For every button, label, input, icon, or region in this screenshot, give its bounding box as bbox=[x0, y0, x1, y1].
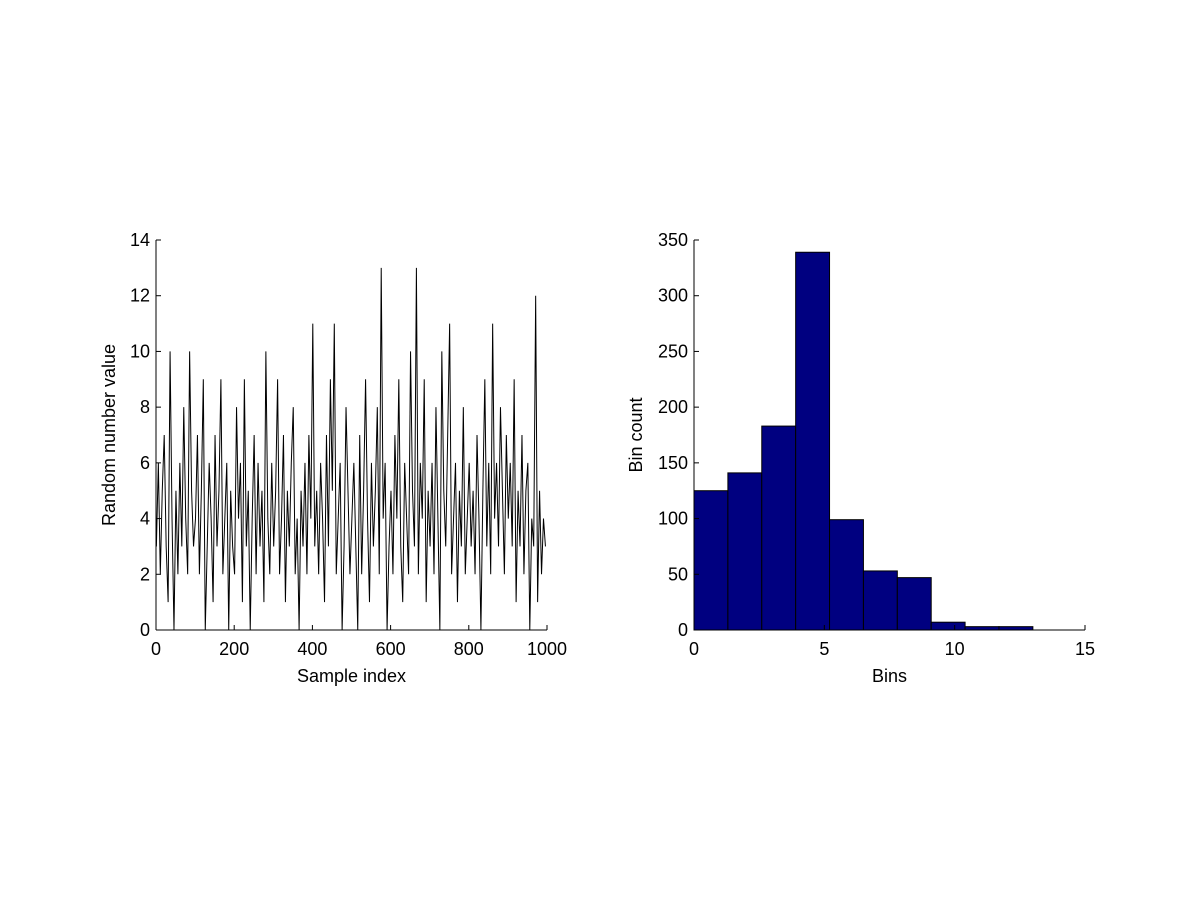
y-tick-label: 150 bbox=[658, 453, 688, 473]
x-tick-label: 800 bbox=[454, 639, 484, 659]
y-tick-label: 300 bbox=[658, 286, 688, 306]
y-axis-label: Bin count bbox=[626, 397, 646, 472]
y-tick-label: 250 bbox=[658, 341, 688, 361]
y-tick-label: 0 bbox=[140, 620, 150, 640]
y-tick-label: 350 bbox=[658, 230, 688, 250]
y-tick-label: 10 bbox=[130, 341, 150, 361]
x-tick-label: 0 bbox=[151, 639, 161, 659]
y-tick-label: 0 bbox=[678, 620, 688, 640]
x-tick-label: 5 bbox=[819, 639, 829, 659]
histogram-bar bbox=[761, 425, 797, 631]
y-tick-label: 100 bbox=[658, 509, 688, 529]
data-line bbox=[155, 267, 546, 631]
histogram-bar bbox=[862, 570, 898, 631]
x-tick-label: 400 bbox=[297, 639, 327, 659]
y-tick-label: 50 bbox=[668, 564, 688, 584]
y-tick-label: 8 bbox=[140, 397, 150, 417]
histogram-bar bbox=[896, 577, 932, 631]
y-tick-label: 4 bbox=[140, 509, 150, 529]
y-axis-label: Random number value bbox=[99, 344, 119, 526]
x-tick-label: 600 bbox=[376, 639, 406, 659]
histogram-bar bbox=[829, 519, 864, 631]
y-tick-label: 2 bbox=[140, 564, 150, 584]
x-tick-label: 1000 bbox=[527, 639, 567, 659]
x-axis-label: Bins bbox=[872, 666, 907, 686]
histogram-bar bbox=[930, 621, 966, 631]
y-tick-label: 14 bbox=[130, 230, 150, 250]
histogram-bar bbox=[693, 490, 729, 631]
histogram-bar bbox=[727, 472, 763, 631]
x-axis-label: Sample index bbox=[297, 666, 406, 686]
x-tick-label: 10 bbox=[945, 639, 965, 659]
x-tick-label: 200 bbox=[219, 639, 249, 659]
y-tick-label: 6 bbox=[140, 453, 150, 473]
histogram-bar bbox=[998, 626, 1034, 631]
x-tick-label: 0 bbox=[689, 639, 699, 659]
x-tick-label: 15 bbox=[1075, 639, 1095, 659]
y-tick-label: 12 bbox=[130, 286, 150, 306]
y-tick-label: 200 bbox=[658, 397, 688, 417]
histogram-bar bbox=[964, 626, 1000, 631]
histogram-bar bbox=[795, 251, 831, 631]
